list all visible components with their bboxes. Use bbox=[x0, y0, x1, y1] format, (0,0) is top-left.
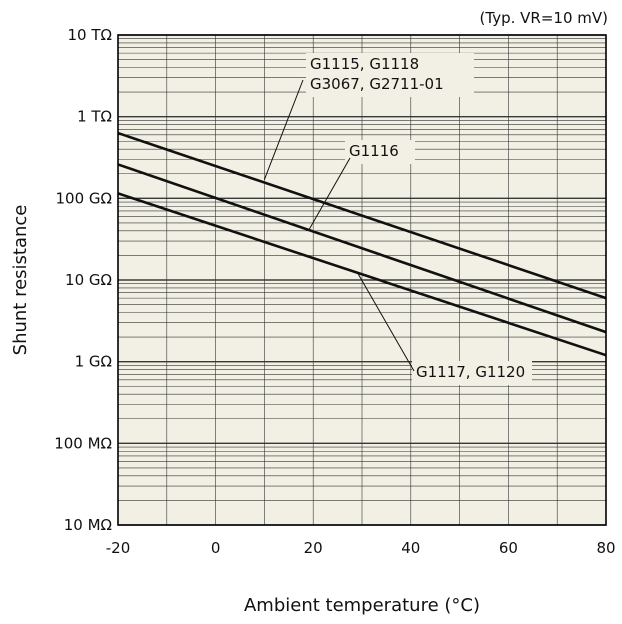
callout-leader bbox=[263, 79, 304, 180]
y-tick-labels: 10 TΩ 1 TΩ 100 GΩ 10 GΩ 1 GΩ 100 MΩ 10 MΩ bbox=[54, 26, 112, 534]
y-tick-label: 10 GΩ bbox=[65, 271, 112, 289]
plot-frame bbox=[117, 34, 607, 526]
y-axis-label: Shunt resistance bbox=[10, 205, 31, 356]
callout-box bbox=[345, 140, 415, 164]
callouts: G1115, G1118 G3067, G2711-01 G1116 G1117, G… bbox=[263, 53, 532, 385]
x-tick-label: -20 bbox=[106, 539, 131, 557]
callout-label: G3067, G2711-01 bbox=[310, 75, 444, 93]
x-tick-label: 0 bbox=[211, 539, 221, 557]
series-line bbox=[117, 163, 607, 334]
callout-leader bbox=[307, 157, 351, 232]
y-tick-label: 1 GΩ bbox=[75, 353, 112, 371]
condition-note: (Typ. VR=10 mV) bbox=[480, 9, 608, 27]
x-tick-labels: -20 0 20 40 60 80 bbox=[106, 539, 616, 557]
callout-box bbox=[306, 53, 474, 97]
x-tick-label: 20 bbox=[304, 539, 323, 557]
y-tick-label: 100 GΩ bbox=[56, 189, 112, 207]
callout-label: G1115, G1118 bbox=[310, 55, 419, 73]
series-line bbox=[117, 192, 607, 357]
callout-label: G1117, G1120 bbox=[416, 363, 525, 381]
callout-label: G1116 bbox=[349, 142, 399, 160]
series-lines bbox=[117, 131, 607, 357]
y-tick-label: 10 TΩ bbox=[68, 26, 112, 44]
x-tick-label: 40 bbox=[401, 539, 420, 557]
y-tick-label: 100 MΩ bbox=[54, 434, 112, 452]
x-axis-label: Ambient temperature (°C) bbox=[244, 595, 480, 616]
y-tick-label: 10 MΩ bbox=[64, 516, 112, 534]
x-tick-label: 80 bbox=[596, 539, 615, 557]
callout-leader bbox=[356, 271, 415, 372]
y-tick-label: 1 TΩ bbox=[77, 108, 112, 126]
x-tick-label: 60 bbox=[499, 539, 518, 557]
callout-box bbox=[412, 361, 532, 385]
series-line bbox=[117, 131, 607, 300]
